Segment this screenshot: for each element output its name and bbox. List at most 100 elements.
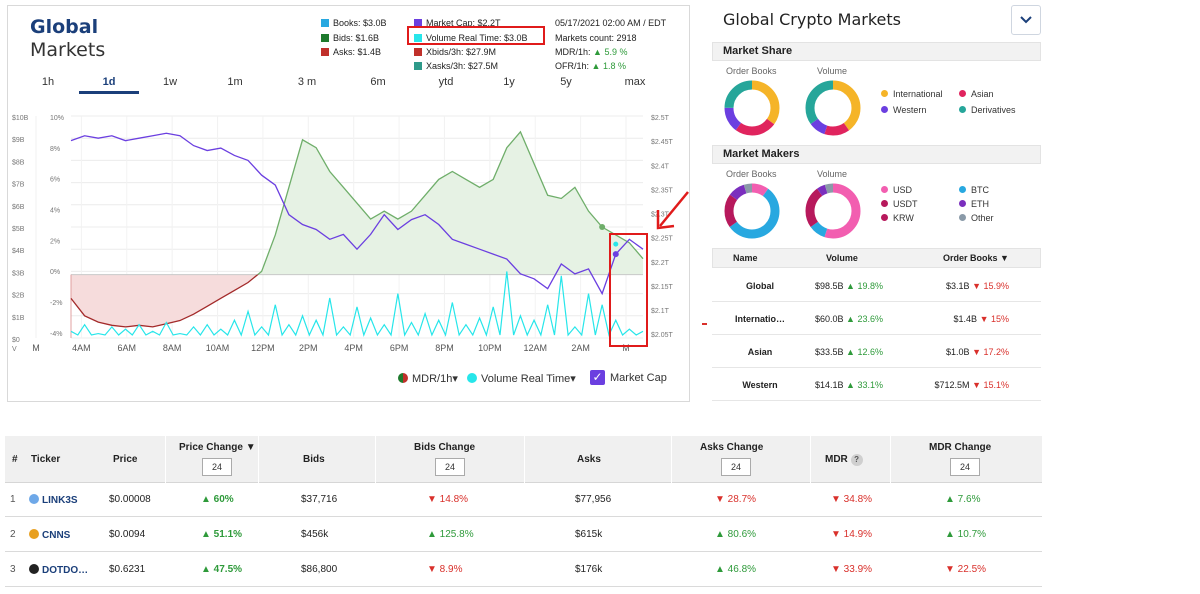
col-mdr[interactable]: MDR ? xyxy=(825,454,863,466)
legend-western: Western xyxy=(881,105,926,115)
tab-3m[interactable]: 3 m xyxy=(297,76,317,88)
market-row[interactable]: Asian $33.5B ▲ 12.6% $1.0B ▼ 17.2% xyxy=(712,335,1041,368)
mm-orderbooks-label: Order Books xyxy=(726,169,777,179)
y-tick-mdr: 6% xyxy=(50,177,60,184)
bids: $37,716 xyxy=(301,494,338,505)
col-mdr-change[interactable]: MDR Change xyxy=(929,442,992,453)
legend-krw: KRW xyxy=(881,213,914,223)
y-tick-mdr: -2% xyxy=(50,300,62,307)
axis-labels: M 4AM 6AM 8AM 10AM 12PM 2PM 4PM 6PM 8PM 10PM 12AM 2A… xyxy=(12,115,674,353)
mdr-selector[interactable]: MDR/1h▾ xyxy=(398,372,458,385)
donut-segment xyxy=(805,183,861,239)
col-ticker[interactable]: Ticker xyxy=(31,454,61,465)
market-volume: $14.1B ▲ 33.1% xyxy=(815,380,883,390)
y-tick-market-cap: $2.2T xyxy=(651,260,670,267)
col-asks[interactable]: Asks xyxy=(577,454,601,465)
panel-title: Global xyxy=(30,16,99,38)
tab-1w[interactable]: 1w xyxy=(162,76,178,88)
market-name[interactable]: Internatio… xyxy=(734,314,785,324)
mdr-marker xyxy=(599,224,606,230)
bids-change-period[interactable]: 24 xyxy=(435,458,465,476)
coin-icon xyxy=(29,529,39,539)
price-change-period[interactable]: 24 xyxy=(202,458,232,476)
x-tick-label: 8PM xyxy=(435,343,454,353)
y-tick-volume: $4B xyxy=(12,248,25,255)
mdr: ▼ 14.9% xyxy=(831,529,873,540)
market-name[interactable]: Western xyxy=(742,380,778,390)
market-name[interactable]: Global xyxy=(745,281,774,291)
market-volume: $60.0B ▲ 23.6% xyxy=(815,314,883,324)
tab-6m[interactable]: 6m xyxy=(370,76,386,88)
volume-marker xyxy=(613,241,619,247)
tab-1d[interactable]: 1d xyxy=(102,76,116,88)
y-tick-volume: $7B xyxy=(12,182,25,189)
legend-eth: ETH xyxy=(959,199,989,209)
market-order-books: $3.1B ▼ 15.9% xyxy=(946,281,1009,291)
panel-subtitle: Markets xyxy=(30,39,106,61)
mdr-stat: MDR/1h: ▲ 5.9 % xyxy=(555,47,628,57)
mdr-positive-area xyxy=(71,131,643,275)
bids-change: ▲ 125.8% xyxy=(427,529,474,540)
ms-orderbooks-donut[interactable] xyxy=(722,78,782,138)
ticker-link[interactable]: LINK3S xyxy=(29,494,78,506)
mm-volume-donut[interactable] xyxy=(803,181,863,241)
mm-orderbooks-donut[interactable] xyxy=(722,181,782,241)
market-name[interactable]: Asian xyxy=(747,347,773,357)
y-tick-market-cap: $2.3T xyxy=(651,212,670,219)
markets-dropdown-button[interactable] xyxy=(1011,5,1041,35)
col-bids-change[interactable]: Bids Change xyxy=(414,442,476,453)
y-tick-market-cap: $2.05T xyxy=(651,332,674,339)
table-row[interactable]: 2 CNNS $0.0094 ▲ 51.1% $456k ▲ 125.8% $615k ▲ 8… xyxy=(5,518,1042,552)
market-row[interactable]: Internatio… $60.0B ▲ 23.6% $1.4B ▼ 15% xyxy=(712,302,1041,335)
y-tick-mdr: 4% xyxy=(50,208,60,215)
volume-selector[interactable]: Volume Real Time▾ xyxy=(467,372,576,385)
ticker-link[interactable]: DOTDO… xyxy=(29,564,88,576)
col-price-change[interactable]: Price Change ▼ xyxy=(179,442,256,453)
tab-1y[interactable]: 1y xyxy=(503,76,515,88)
asks-change-period[interactable]: 24 xyxy=(721,458,751,476)
col-volume[interactable]: Volume xyxy=(826,253,858,263)
table-row[interactable]: 1 LINK3S $0.00008 ▲ 60% $37,716 ▼ 14.8% $77,95… xyxy=(5,483,1042,517)
col-asks-change[interactable]: Asks Change xyxy=(700,442,764,453)
legend-international: International xyxy=(881,89,943,99)
legend-books: Books: $3.0B xyxy=(321,18,387,28)
market-row[interactable]: Global $98.5B ▲ 19.8% $3.1B ▼ 15.9% xyxy=(712,269,1041,302)
legend-xbids: Xbids/3h: $27.9M xyxy=(414,47,496,57)
col-name[interactable]: Name xyxy=(733,253,758,263)
tab-1h[interactable]: 1h xyxy=(41,76,55,88)
asks: $615k xyxy=(575,529,603,540)
market-chart[interactable]: M 4AM 6AM 8AM 10AM 12PM 2PM 4PM 6PM 8PM 10PM 12AM 2A… xyxy=(8,102,689,362)
asks: $176k xyxy=(575,564,603,575)
table-row[interactable]: 3 DOTDO… $0.6231 ▲ 47.5% $86,800 ▼ 8.9% $176k ▲… xyxy=(5,553,1042,587)
tab-max[interactable]: max xyxy=(624,76,646,88)
price: $0.0094 xyxy=(109,529,146,540)
col-bids[interactable]: Bids xyxy=(303,454,325,465)
row-num: 3 xyxy=(10,564,16,575)
donut-segment xyxy=(724,80,780,136)
x-tick-label: 6AM xyxy=(118,343,137,353)
mdr-change-period[interactable]: 24 xyxy=(950,458,980,476)
col-order-books[interactable]: Order Books ▼ xyxy=(943,253,1009,263)
market-makers-header: Market Makers xyxy=(712,145,1041,164)
price: $0.6231 xyxy=(109,564,146,575)
tab-5y[interactable]: 5y xyxy=(560,76,572,88)
tab-ytd[interactable]: ytd xyxy=(438,76,454,88)
y-tick-volume: $1B xyxy=(12,315,25,322)
x-tick-label: 2PM xyxy=(299,343,318,353)
market-row[interactable]: Western $14.1B ▲ 33.1% $712.5M ▼ 15.1% xyxy=(712,368,1041,401)
ms-volume-donut[interactable] xyxy=(803,78,863,138)
legend-market-cap: Market Cap: $2.2T xyxy=(414,18,501,28)
markets-count: Markets count: 2918 xyxy=(555,33,637,43)
help-icon[interactable]: ? xyxy=(850,454,863,466)
tab-1m[interactable]: 1m xyxy=(227,76,243,88)
ticker-link[interactable]: CNNS xyxy=(29,529,70,541)
donut-segment xyxy=(805,80,861,136)
y-tick-volume: $9B xyxy=(12,137,25,144)
mdr-dot-icon xyxy=(398,373,408,383)
y-tick-market-cap: $2.1T xyxy=(651,308,670,315)
market-cap-checkbox[interactable]: ✓ xyxy=(590,370,605,385)
legend-usdt: USDT xyxy=(881,199,918,209)
market-volume: $33.5B ▲ 12.6% xyxy=(815,347,883,357)
col-price[interactable]: Price xyxy=(113,454,138,465)
volume-line xyxy=(70,271,644,337)
